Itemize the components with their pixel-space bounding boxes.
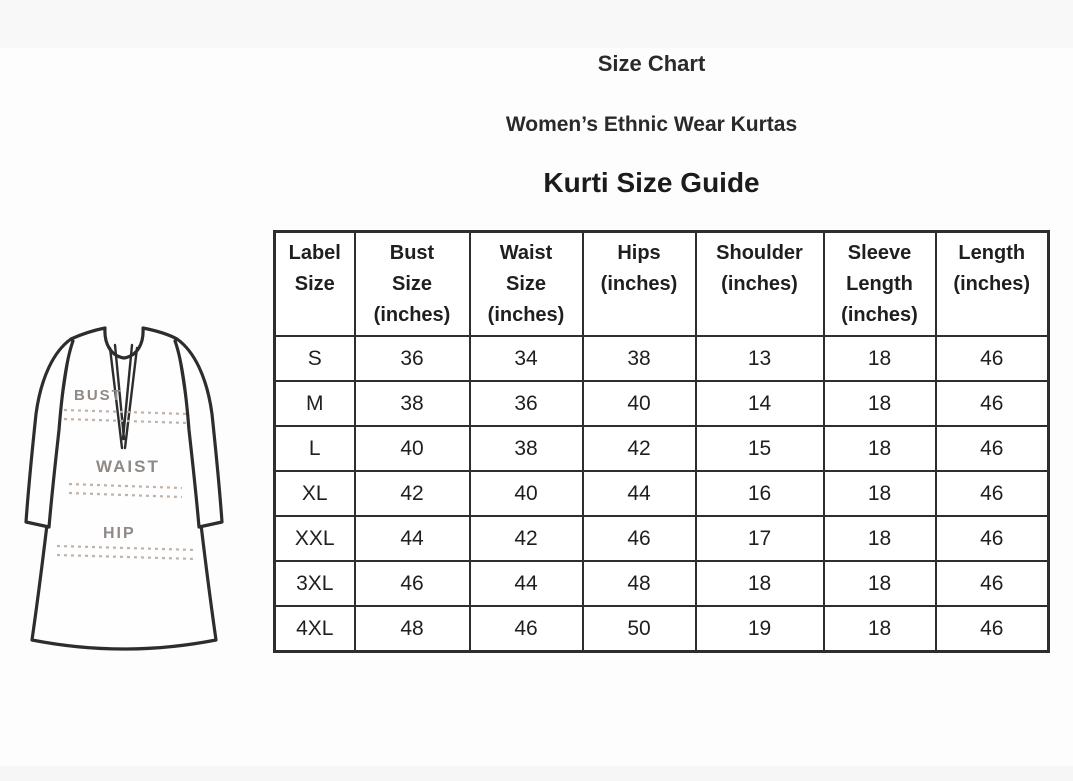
size-cell: 38	[581, 335, 697, 382]
header-cell-length: Length (inches)	[934, 230, 1050, 337]
size-cell: XXL	[273, 515, 356, 562]
size-cell: M	[273, 380, 356, 427]
header-cell-shoulder: Shoulder (inches)	[694, 230, 825, 337]
size-cell: 46	[468, 605, 584, 653]
size-cell: 18	[822, 335, 937, 382]
size-cell: 18	[822, 380, 937, 427]
size-table-header: Label Size Bust Size (inches) Waist Size…	[273, 230, 1050, 337]
top-background-band	[0, 0, 1073, 48]
size-cell: 18	[822, 560, 937, 607]
size-cell: 18	[694, 560, 825, 607]
size-cell: 18	[822, 515, 937, 562]
size-cell: 17	[694, 515, 825, 562]
table-row-xxl: XXL 44 42 46 17 18 46	[273, 515, 1050, 562]
size-cell: 42	[468, 515, 584, 562]
size-table-body: S 36 34 38 13 18 46 M 38 36 40 14 18 46 …	[273, 335, 1050, 653]
table-row-l: L 40 38 42 15 18 46	[273, 425, 1050, 472]
table-row-3xl: 3XL 46 44 48 18 18 46	[273, 560, 1050, 607]
header-cell-sleeve-length: Sleeve Length (inches)	[822, 230, 937, 337]
kurti-left-sleeve	[24, 337, 75, 529]
size-cell: 48	[581, 560, 697, 607]
size-cell: 13	[694, 335, 825, 382]
size-cell: 46	[934, 515, 1050, 562]
table-row-s: S 36 34 38 13 18 46	[273, 335, 1050, 382]
size-cell: S	[273, 335, 356, 382]
kurti-right-sleeve	[173, 337, 224, 529]
size-cell: XL	[273, 470, 356, 517]
size-cell: 46	[934, 335, 1050, 382]
size-cell: 42	[353, 470, 471, 517]
waist-dash-line	[68, 482, 183, 499]
neck-placket-lines	[108, 343, 139, 450]
header-row: Label Size Bust Size (inches) Waist Size…	[273, 230, 1050, 337]
page-title: Size Chart	[597, 51, 706, 76]
size-cell: 18	[822, 425, 937, 472]
size-cell: 44	[468, 560, 584, 607]
size-cell: 42	[581, 425, 697, 472]
size-cell: 46	[934, 380, 1050, 427]
waist-label: WAIST	[96, 457, 160, 476]
bottom-background-band	[0, 766, 1073, 781]
size-cell: 18	[822, 605, 937, 653]
size-cell: 46	[353, 560, 471, 607]
size-cell: 18	[822, 470, 937, 517]
page-subtitle: Women’s Ethnic Wear Kurtas	[505, 113, 798, 136]
size-cell: 14	[694, 380, 825, 427]
size-cell: 46	[934, 560, 1050, 607]
header-cell-hips: Hips (inches)	[581, 230, 697, 337]
size-cell: 48	[353, 605, 471, 653]
size-cell: 16	[694, 470, 825, 517]
size-cell: 4XL	[273, 605, 356, 653]
header-cell-label-size: Label Size	[273, 230, 356, 337]
header-cell-bust-size: Bust Size (inches)	[353, 230, 471, 337]
size-cell: 38	[353, 380, 471, 427]
size-cell: 44	[353, 515, 471, 562]
table-row-xl: XL 42 40 44 16 18 46	[273, 470, 1050, 517]
hip-dash-line	[56, 544, 197, 561]
size-cell: 40	[468, 470, 584, 517]
size-cell: 46	[581, 515, 697, 562]
size-cell: L	[273, 425, 356, 472]
size-cell: 40	[581, 380, 697, 427]
size-cell: 46	[934, 470, 1050, 517]
size-cell: 36	[353, 335, 471, 382]
size-cell: 50	[581, 605, 697, 653]
size-cell: 34	[468, 335, 584, 382]
size-table: Label Size Bust Size (inches) Waist Size…	[273, 230, 1050, 653]
table-title: Kurti Size Guide	[543, 167, 760, 198]
size-cell: 44	[581, 470, 697, 517]
size-cell: 19	[694, 605, 825, 653]
size-cell: 3XL	[273, 560, 356, 607]
size-cell: 46	[934, 425, 1050, 472]
kurti-illustration: BUST WAIST HIP	[24, 326, 224, 651]
table-row-4xl: 4XL 48 46 50 19 18 46	[273, 605, 1050, 653]
size-cell: 36	[468, 380, 584, 427]
bust-label: BUST	[74, 387, 123, 404]
header-cell-waist-size: Waist Size (inches)	[468, 230, 584, 337]
table-row-m: M 38 36 40 14 18 46	[273, 380, 1050, 427]
hip-label: HIP	[103, 525, 136, 542]
size-cell: 40	[353, 425, 471, 472]
size-cell: 46	[934, 605, 1050, 653]
size-cell: 15	[694, 425, 825, 472]
size-cell: 38	[468, 425, 584, 472]
